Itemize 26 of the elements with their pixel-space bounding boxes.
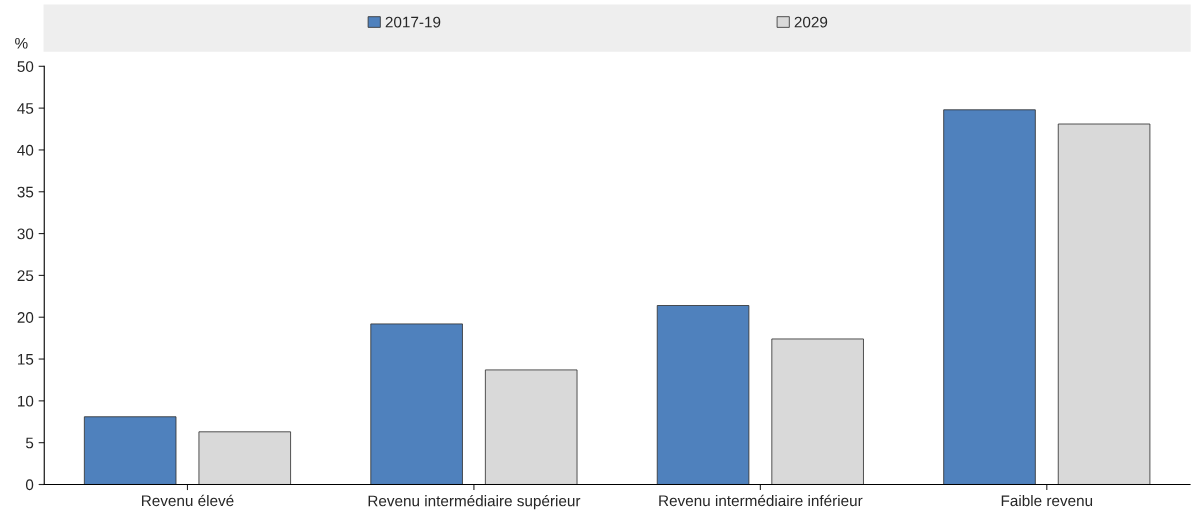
y-tick-label: 5 <box>25 437 34 449</box>
x-tick-label: Revenu élevé <box>142 494 234 507</box>
bar <box>484 369 578 485</box>
bar <box>771 338 864 485</box>
y-tick-label: 35 <box>17 186 34 198</box>
y-tick-label: 10 <box>18 395 34 407</box>
bar <box>370 323 463 485</box>
y-tick-label: 15 <box>18 354 34 365</box>
bar <box>198 431 292 485</box>
y-tick-label: 20 <box>17 312 34 323</box>
y-tick-label: 45 <box>17 103 34 114</box>
y-tick-label: 50 <box>17 61 34 72</box>
legend-label: 2017-19 <box>385 16 441 28</box>
legend-label: 2029 <box>794 16 828 28</box>
y-axis-title: % <box>15 37 28 49</box>
y-tick-label: 0 <box>25 479 34 491</box>
bar <box>1057 123 1151 485</box>
y-tick-label: 25 <box>17 270 34 282</box>
bar <box>656 305 750 485</box>
bar <box>83 416 177 485</box>
x-tick-label: Revenu intermédiaire supérieur <box>368 494 581 510</box>
y-tick-label: 30 <box>17 228 34 240</box>
bar <box>943 109 1036 485</box>
x-tick-label: Revenu intermédiaire inférieur <box>659 494 863 507</box>
x-tick-label: Faible revenu <box>1001 494 1093 507</box>
y-tick-label: 40 <box>17 144 34 156</box>
